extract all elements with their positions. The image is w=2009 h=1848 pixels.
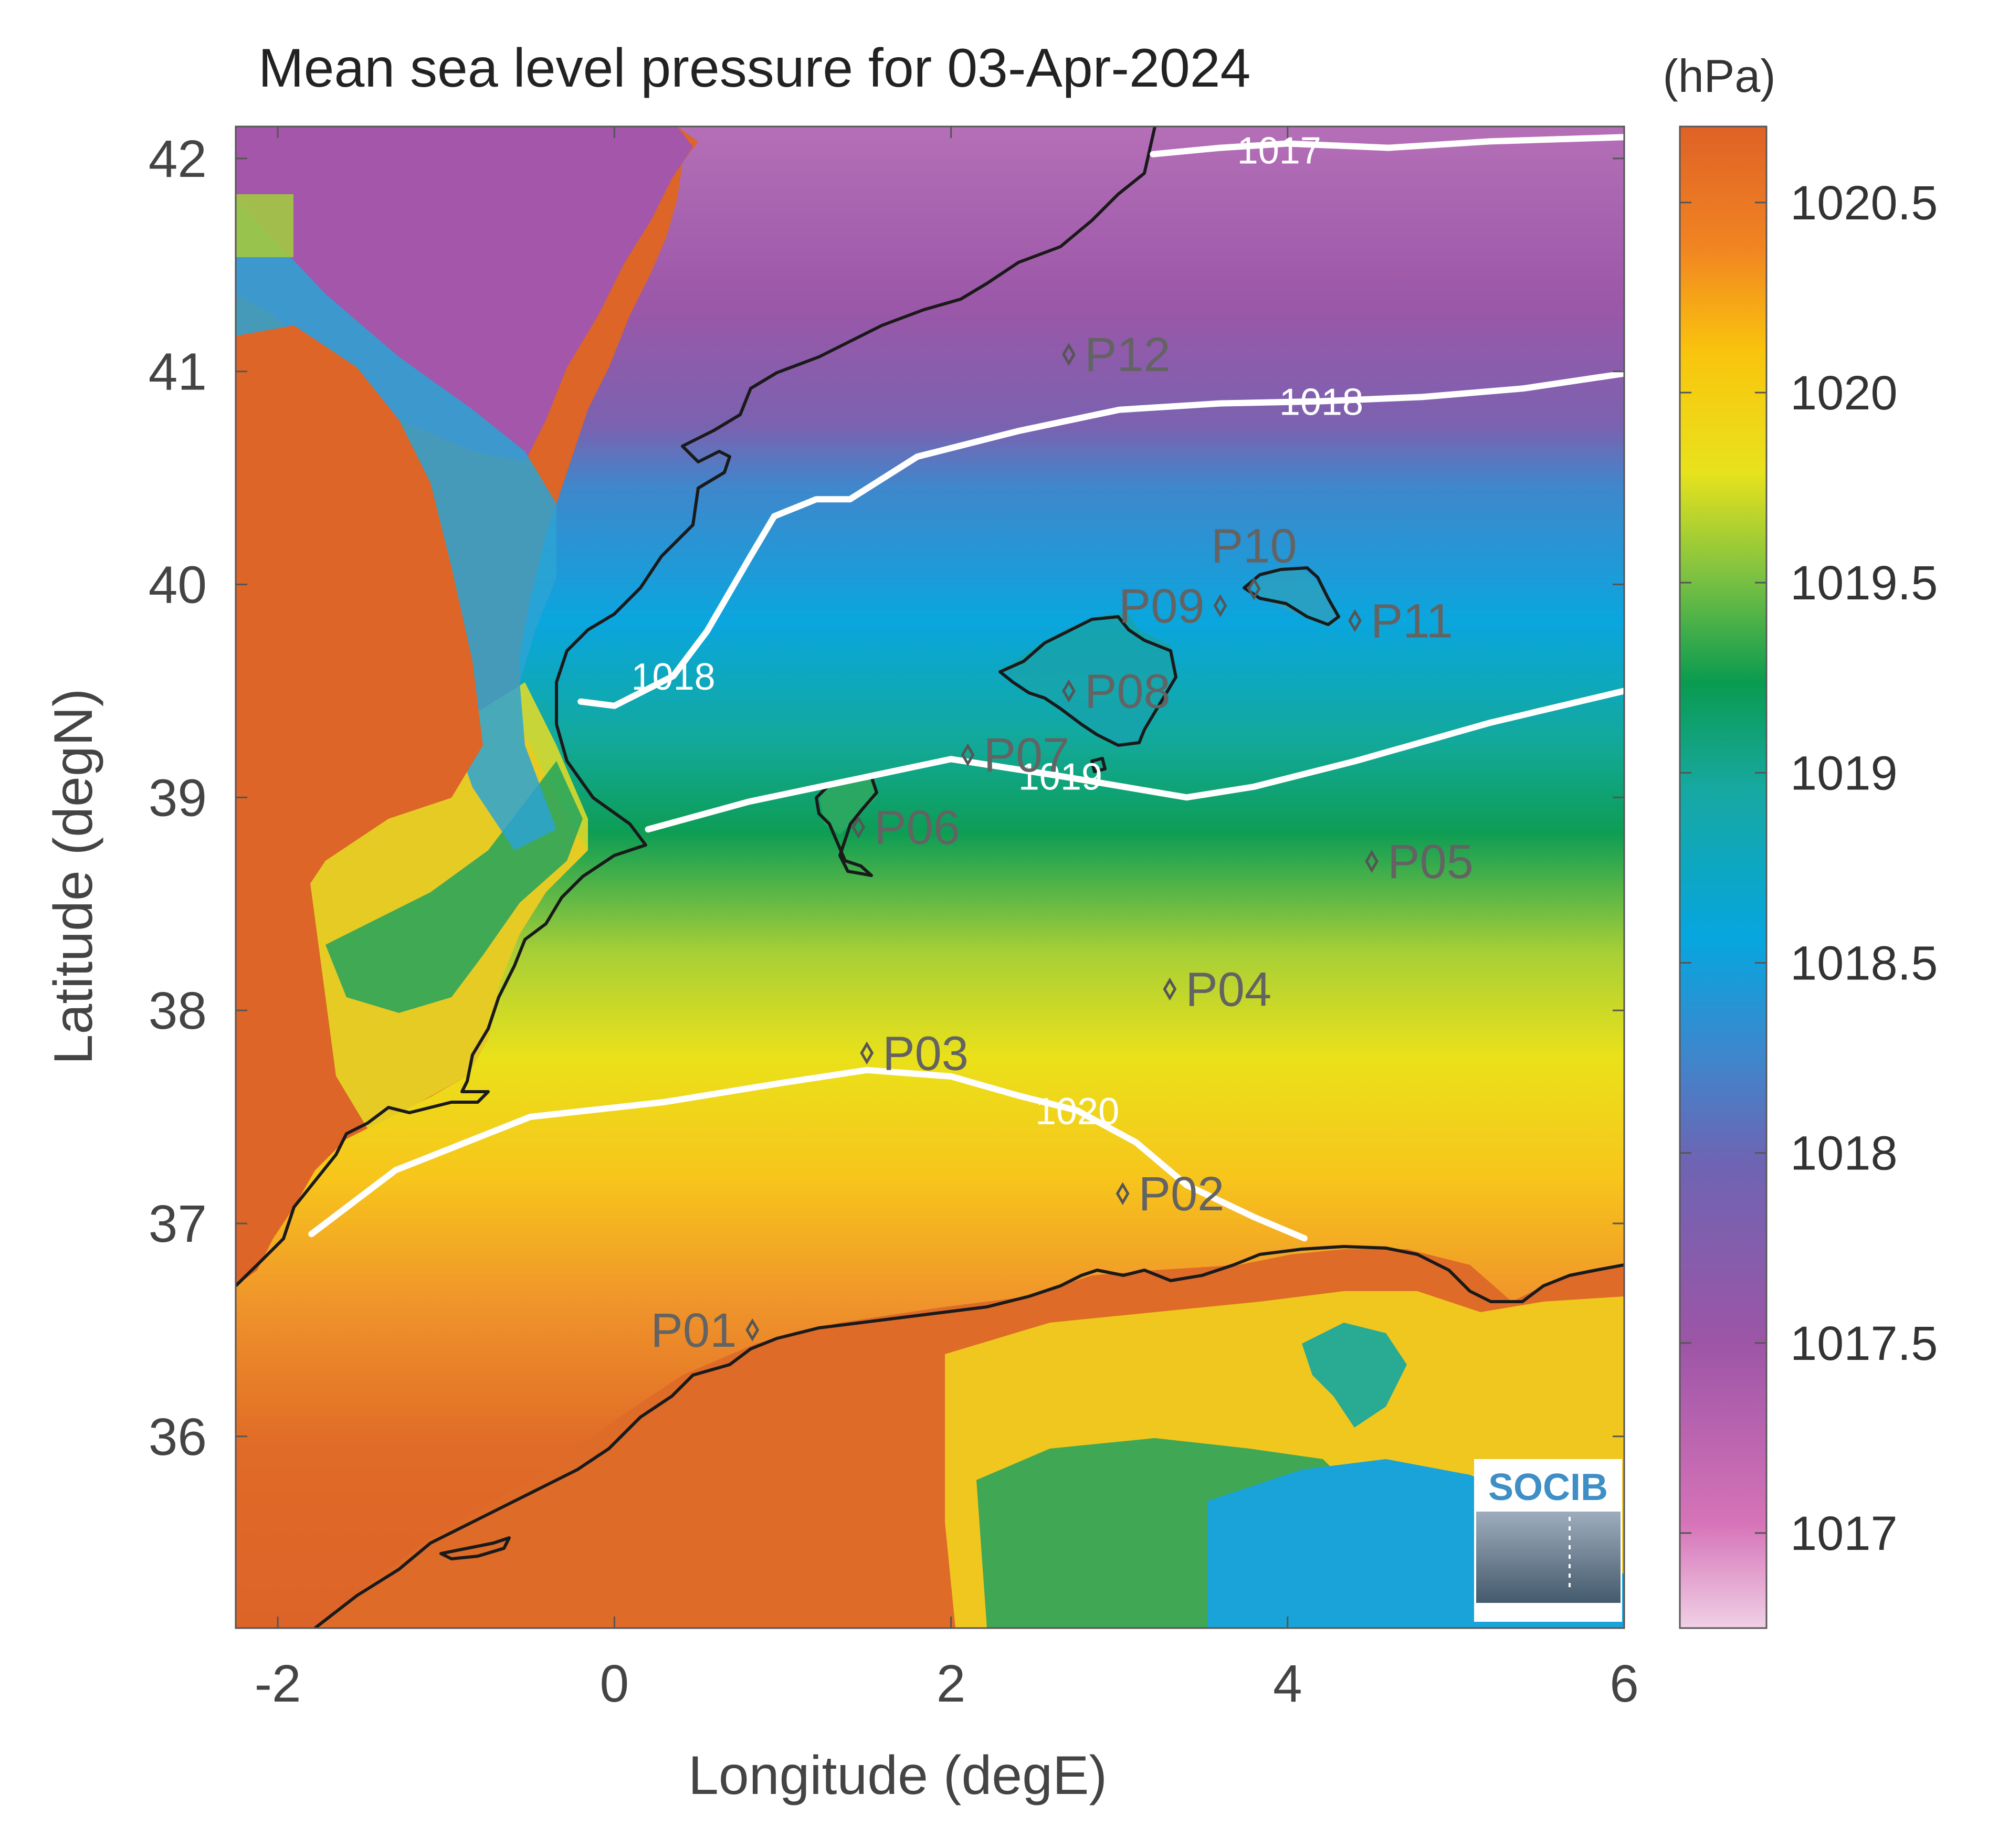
y-tick-label: 41 <box>149 343 207 402</box>
station-marker <box>1213 594 1227 618</box>
station-label: P05 <box>1387 835 1474 889</box>
colorbar-tick-label: 1017 <box>1790 1507 1898 1560</box>
station-label: P10 <box>1211 520 1297 573</box>
station-label: P02 <box>1139 1167 1225 1221</box>
colorbar-tick-label: 1017.5 <box>1790 1317 1938 1370</box>
isobar-label: 1018 <box>631 656 715 698</box>
station-label: P03 <box>882 1027 969 1080</box>
land-small-patch <box>236 194 293 257</box>
coastline-menorca <box>1243 566 1340 626</box>
station-label: P11 <box>1371 594 1453 648</box>
y-tick-label: 38 <box>149 981 207 1040</box>
x-tick-label: -2 <box>255 1654 301 1713</box>
station-label: P01 <box>651 1304 737 1357</box>
colorbar: (hPa) 1020.5 1020 1019.5 1019 1018.5 1018 1017… <box>1663 50 1938 1629</box>
station-marker <box>1062 679 1076 703</box>
station-marker <box>1062 343 1076 366</box>
colorbar-ticks: 1020.5 1020 1019.5 1019 1018.5 1018 1017.5 1017 <box>1680 176 1938 1560</box>
station-marker <box>860 1041 874 1065</box>
coastline-iberia <box>236 126 1156 1287</box>
y-tick-label: 36 <box>149 1408 207 1466</box>
station-label: P04 <box>1185 963 1271 1017</box>
coastline-small-island-africa <box>439 1536 511 1560</box>
isobar-1020 <box>308 1066 1308 1242</box>
station-marker <box>961 743 975 767</box>
x-tick-label: 0 <box>600 1654 629 1713</box>
isobar-label: 1018 <box>1279 382 1363 424</box>
colorbar-unit: (hPa) <box>1663 50 1775 102</box>
colorbar-tick-label: 1019.5 <box>1790 556 1938 610</box>
coastline-cabrera <box>1090 757 1107 773</box>
x-axis-label: Longitude (degE) <box>688 1745 1107 1806</box>
station-marker <box>1116 1182 1130 1206</box>
x-tick-label: 4 <box>1273 1654 1302 1713</box>
map-frame <box>235 125 1625 1629</box>
station-label: P12 <box>1085 328 1171 382</box>
island-menorca <box>1249 569 1339 627</box>
isobar-1018 <box>577 496 854 709</box>
x-tick-label: 6 <box>1610 1654 1639 1713</box>
station-label: P06 <box>874 801 960 854</box>
coastline-mallorca <box>998 615 1177 747</box>
station-marker <box>1163 977 1177 1001</box>
socib-logo: SOCIB <box>1474 1459 1622 1622</box>
coastline-africa <box>314 1245 1624 1628</box>
x-tick-label: 2 <box>937 1654 966 1713</box>
chart-title: Mean sea level pressure for 03-Apr-2024 <box>258 38 1250 99</box>
station-marker <box>1247 577 1261 600</box>
station-marker <box>1348 609 1362 632</box>
isobar-1019 <box>645 688 1624 833</box>
station-marker <box>745 1318 760 1342</box>
isobar-contours: 1017 1018 1018 1019 1020 <box>308 130 1624 1242</box>
station-label: P07 <box>984 728 1070 782</box>
isobar-label: 1019 <box>1018 756 1102 798</box>
station-label: P08 <box>1085 664 1171 718</box>
y-tick-label: 40 <box>149 556 207 615</box>
colorbar-tick-label: 1018 <box>1790 1127 1898 1180</box>
y-axis-label: Latitude (degN) <box>43 689 104 1065</box>
colorbar-tick-label: 1020.5 <box>1790 176 1938 230</box>
y-tick-label: 42 <box>149 130 207 188</box>
isobar-1018 <box>847 370 1624 503</box>
station-label: P09 <box>1119 579 1205 633</box>
island-mallorca <box>1003 614 1176 745</box>
socib-logo-text: SOCIB <box>1488 1466 1608 1508</box>
land-north-africa-valley <box>1302 1323 1407 1428</box>
isobar-1017 <box>1150 134 1624 157</box>
island-ibiza <box>819 777 877 835</box>
map-axes: -2 0 2 4 6 42 41 40 39 38 37 36 <box>149 126 1639 1713</box>
station-marker <box>1365 850 1379 873</box>
colorbar-tick-label: 1019 <box>1790 746 1898 800</box>
station-marker <box>851 816 866 839</box>
y-tick-label: 37 <box>149 1195 207 1253</box>
land-iberia-interior <box>236 325 483 997</box>
colorbar-tick-label: 1018.5 <box>1790 936 1938 990</box>
coastlines <box>236 126 1624 1628</box>
isobar-label: 1017 <box>1237 130 1321 172</box>
colorbar-gradient <box>1679 125 1768 1629</box>
y-tick-label: 39 <box>149 768 207 827</box>
colorbar-tick-label: 1020 <box>1790 366 1898 420</box>
isobar-label: 1020 <box>1035 1091 1119 1133</box>
